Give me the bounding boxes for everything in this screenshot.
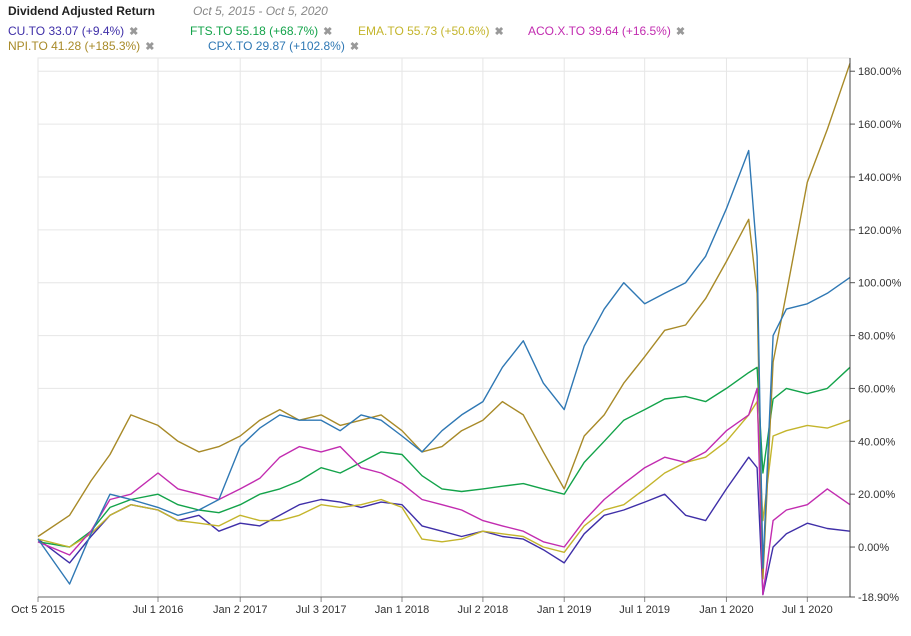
chart-header: Dividend Adjusted Return Oct 5, 2015 - O… xyxy=(8,2,908,53)
x-tick-label: Jul 1 2019 xyxy=(619,604,670,616)
y-tick-label: 60.00% xyxy=(858,383,896,395)
series-line-aco-x-to xyxy=(37,387,851,596)
x-tick-label: Jan 2 2017 xyxy=(213,604,267,616)
legend-item-cpx: CPX.TO 29.87 (+102.8%) ✖ xyxy=(208,39,359,53)
y-tick-label: 40.00% xyxy=(858,436,896,448)
y-tick-label: 120.00% xyxy=(858,225,902,237)
x-tick-label: Jul 1 2016 xyxy=(133,604,184,616)
y-tick-label: 100.00% xyxy=(858,278,902,290)
y-tick-label: 20.00% xyxy=(858,489,896,501)
axes: Oct 5 2015 Jul 1 2016 Jan 2 2017 Jul 3 2017… xyxy=(11,58,902,616)
series-line-cu-to xyxy=(37,456,851,596)
series-line-fts-to xyxy=(37,366,851,548)
legend-item-npi: NPI.TO 41.28 (+185.3%) ✖ xyxy=(8,39,154,53)
y-tick-label: 0.00% xyxy=(858,542,889,554)
remove-series-icon[interactable]: ✖ xyxy=(129,26,139,38)
x-tick-label: Jan 1 2020 xyxy=(699,604,753,616)
date-range: Oct 5, 2015 - Oct 5, 2020 xyxy=(193,4,328,18)
y-tick-label: 160.00% xyxy=(858,119,902,131)
legend-label: EMA.TO 55.73 (+50.6%) xyxy=(358,24,490,38)
x-tick-label: Jan 1 2019 xyxy=(537,604,591,616)
x-tick-label: Jul 1 2020 xyxy=(782,604,833,616)
y-tick-label: 140.00% xyxy=(858,172,902,184)
grid xyxy=(37,57,851,598)
legend-label: NPI.TO 41.28 (+185.3%) xyxy=(8,39,141,53)
x-tick-label: Jan 1 2018 xyxy=(375,604,429,616)
x-tick-label: Jul 2 2018 xyxy=(458,604,509,616)
y-tick-label: 80.00% xyxy=(858,331,896,343)
legend-item-cu: CU.TO 33.07 (+9.4%) ✖ xyxy=(8,24,138,38)
x-tick-label: Jul 3 2017 xyxy=(296,604,347,616)
remove-series-icon[interactable]: ✖ xyxy=(675,26,686,38)
legend-item-aco: ACO.X.TO 39.64 (+16.5%) ✖ xyxy=(528,24,685,38)
y-tick-label: 180.00% xyxy=(858,66,902,78)
x-tick-label: Oct 5 2015 xyxy=(11,604,65,616)
legend-label: CU.TO 33.07 (+9.4%) xyxy=(8,24,125,38)
remove-series-icon[interactable]: ✖ xyxy=(494,26,504,38)
legend-label: ACO.X.TO 39.64 (+16.5%) xyxy=(528,24,671,38)
chart-title: Dividend Adjusted Return xyxy=(8,4,155,18)
series-lines xyxy=(37,63,851,596)
legend-item-ema: EMA.TO 55.73 (+50.6%) ✖ xyxy=(358,24,504,38)
remove-series-icon[interactable]: ✖ xyxy=(145,41,155,53)
series-line-npi-to xyxy=(37,63,851,580)
series-line-cpx-to xyxy=(37,149,851,585)
remove-series-icon[interactable]: ✖ xyxy=(349,41,360,53)
plot-area xyxy=(37,57,851,598)
legend-label: CPX.TO 29.87 (+102.8%) xyxy=(208,39,345,53)
remove-series-icon[interactable]: ✖ xyxy=(323,26,333,38)
series-line-ema-to xyxy=(37,400,851,553)
legend-item-fts: FTS.TO 55.18 (+68.7%) ✖ xyxy=(190,24,332,38)
y-tick-label: -18.90% xyxy=(858,592,899,604)
legend-label: FTS.TO 55.18 (+68.7%) xyxy=(190,24,319,38)
